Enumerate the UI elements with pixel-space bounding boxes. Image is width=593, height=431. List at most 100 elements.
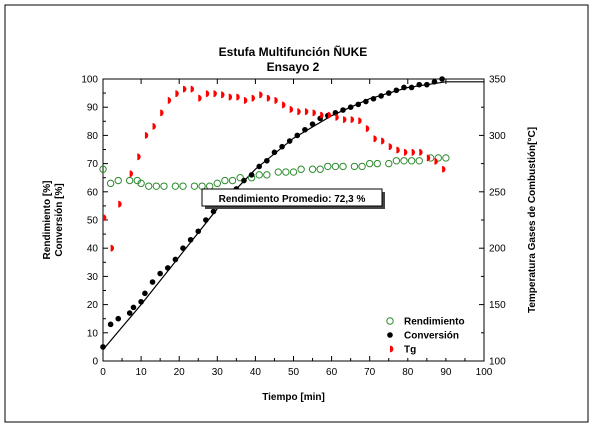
legend-marker-conversi-n xyxy=(387,332,393,338)
data-point-tg xyxy=(236,93,240,101)
data-point-tg xyxy=(110,244,115,252)
data-point-conversi-n xyxy=(164,265,171,271)
y-right-tick-label: 150 xyxy=(489,300,506,311)
y-left-tick-label: 40 xyxy=(87,244,99,255)
annotation-frame xyxy=(201,188,383,207)
x-tick-label: 40 xyxy=(250,367,262,378)
data-point-conversi-n xyxy=(378,93,384,99)
data-point-conversi-n xyxy=(279,143,285,150)
data-point-tg xyxy=(381,137,385,145)
data-point-conversi-n xyxy=(107,321,114,328)
data-point-tg xyxy=(419,148,423,156)
data-point-tg xyxy=(129,170,134,178)
data-point-rendimiento xyxy=(160,182,168,190)
y-left-tick-label: 90 xyxy=(87,103,99,114)
data-point-rendimiento xyxy=(190,182,199,190)
data-point-rendimiento xyxy=(400,157,408,165)
data-point-tg xyxy=(103,214,107,222)
figure-border xyxy=(4,4,589,423)
legend: Rendimiento Conversión Tg xyxy=(377,309,481,358)
data-point-tg xyxy=(259,91,263,99)
data-point-tg xyxy=(343,116,347,124)
data-point-rendimiento xyxy=(213,179,222,188)
x-tick-label: 90 xyxy=(440,367,452,378)
data-point-rendimiento xyxy=(137,179,145,188)
data-point-rendimiento xyxy=(263,171,271,179)
data-point-tg xyxy=(403,148,408,156)
data-point-tg xyxy=(297,108,301,116)
data-point-rendimiento xyxy=(339,162,347,171)
data-point-rendimiento xyxy=(236,174,244,182)
data-point-tg xyxy=(373,135,377,143)
data-point-conversi-n xyxy=(271,149,278,156)
plot-area xyxy=(99,76,484,351)
data-point-tg xyxy=(205,90,210,98)
y-right-axis-label: Temperatura Gases de Combustión[°C] xyxy=(527,127,538,313)
data-point-conversi-n xyxy=(355,101,362,108)
x-tick-label: 100 xyxy=(476,367,493,378)
x-tick-label: 50 xyxy=(288,367,300,378)
data-point-tg xyxy=(152,122,156,130)
data-point-rendimiento xyxy=(366,159,374,168)
y-left-tick-label: 100 xyxy=(81,75,98,86)
x-tick-label: 0 xyxy=(100,367,106,378)
data-point-conversi-n xyxy=(424,81,430,88)
data-point-conversi-n xyxy=(130,304,137,311)
data-point-tg xyxy=(335,113,339,121)
data-point-conversi-n xyxy=(264,157,270,164)
data-point-rendimiento xyxy=(324,162,332,171)
data-point-tg xyxy=(183,85,187,93)
data-point-rendimiento xyxy=(308,165,317,173)
data-point-conversi-n xyxy=(241,177,247,184)
data-point-tg xyxy=(396,146,400,154)
data-point-rendimiento xyxy=(297,165,305,173)
y-left-tick-label: 30 xyxy=(87,272,99,283)
x-tick-label: 70 xyxy=(364,367,376,378)
data-point-rendimiento xyxy=(99,165,107,173)
data-point-tg xyxy=(198,94,202,102)
annotation-box: Rendimiento Promedio: 72,3 % xyxy=(201,188,385,209)
data-point-rendimiento xyxy=(407,157,416,165)
data-point-rendimiento xyxy=(350,162,359,171)
data-point-rendimiento xyxy=(415,157,423,165)
data-point-tg xyxy=(221,91,225,99)
data-point-conversi-n xyxy=(408,84,415,91)
data-point-conversi-n xyxy=(187,236,194,243)
data-point-conversi-n xyxy=(340,107,346,113)
data-point-tg xyxy=(350,116,355,124)
y-left-axis-label-2: Conversión [%] xyxy=(54,183,65,256)
data-point-rendimiento xyxy=(125,176,134,185)
data-point-conversi-n xyxy=(195,228,202,235)
data-point-conversi-n xyxy=(286,138,293,144)
y-left-tick-label: 60 xyxy=(87,187,99,198)
data-point-conversi-n xyxy=(370,95,377,102)
data-point-rendimiento xyxy=(442,154,450,162)
data-point-tg xyxy=(167,97,172,104)
data-point-conversi-n xyxy=(294,132,301,139)
data-point-tg xyxy=(388,143,393,151)
x-tick-label: 30 xyxy=(212,367,224,378)
data-point-tg xyxy=(228,93,233,101)
data-point-tg xyxy=(190,85,195,93)
axes: 0 10 20 30 40 50 60 70 80 90 100 0 10 20 30 40 50 60 70 80 9… xyxy=(42,75,538,404)
data-point-tg xyxy=(266,94,271,102)
legend-marker-tg xyxy=(390,345,394,353)
data-point-rendimiento xyxy=(373,159,382,168)
y-left-axis-label: Rendimiento [%] xyxy=(42,181,53,260)
data-point-conversi-n xyxy=(393,87,400,94)
data-point-tg xyxy=(160,109,164,117)
data-point-conversi-n xyxy=(180,245,186,251)
y-left-tick-label: 70 xyxy=(87,159,99,170)
data-point-conversi-n xyxy=(347,104,354,110)
data-point-tg xyxy=(327,111,332,119)
data-point-rendimiento xyxy=(358,162,366,171)
data-point-conversi-n xyxy=(363,98,369,105)
data-point-tg xyxy=(289,106,294,113)
data-point-conversi-n xyxy=(439,76,445,82)
data-point-conversi-n xyxy=(309,121,316,127)
y-right-tick-label: 350 xyxy=(489,75,506,86)
data-point-rendimiento xyxy=(145,182,153,190)
data-point-conversi-n xyxy=(385,90,392,96)
chart-subtitle: Ensayo 2 xyxy=(267,60,320,74)
